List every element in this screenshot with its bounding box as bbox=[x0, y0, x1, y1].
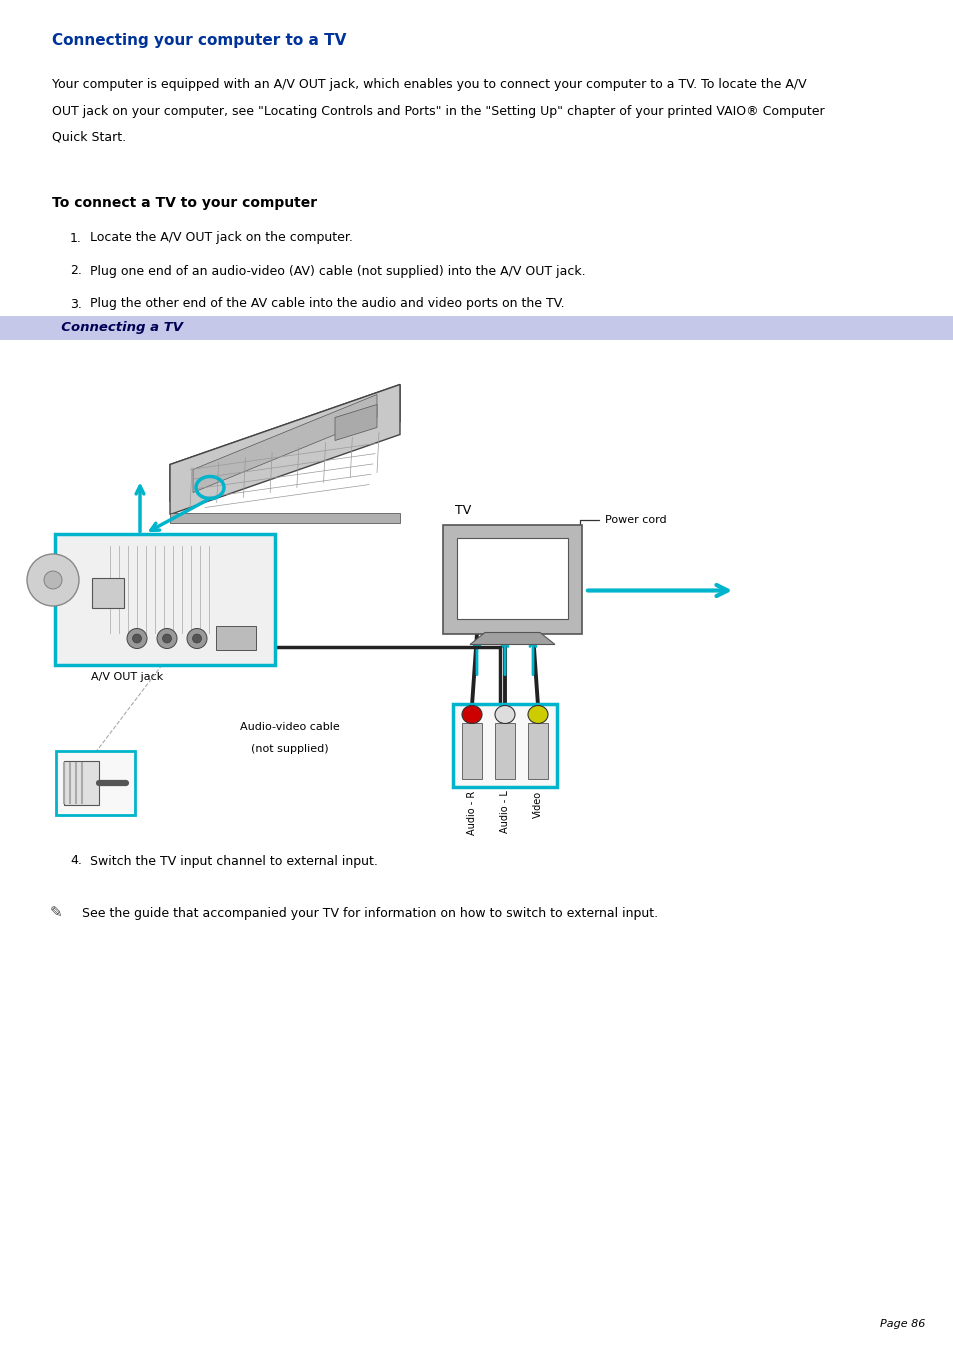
Text: Locate the A/V OUT jack on the computer.: Locate the A/V OUT jack on the computer. bbox=[90, 231, 353, 245]
Text: Switch the TV input channel to external input.: Switch the TV input channel to external … bbox=[90, 854, 377, 867]
Polygon shape bbox=[170, 385, 399, 501]
FancyBboxPatch shape bbox=[56, 751, 135, 815]
FancyBboxPatch shape bbox=[456, 538, 567, 619]
Text: Plug one end of an audio-video (AV) cable (not supplied) into the A/V OUT jack.: Plug one end of an audio-video (AV) cabl… bbox=[90, 265, 585, 277]
Text: (not supplied): (not supplied) bbox=[251, 744, 329, 754]
FancyBboxPatch shape bbox=[215, 627, 255, 650]
FancyBboxPatch shape bbox=[170, 512, 399, 523]
Text: To connect a TV to your computer: To connect a TV to your computer bbox=[52, 196, 316, 209]
Text: Page 86: Page 86 bbox=[879, 1319, 924, 1329]
Text: Plug the other end of the AV cable into the audio and video ports on the TV.: Plug the other end of the AV cable into … bbox=[90, 297, 564, 311]
Text: ✎: ✎ bbox=[50, 905, 63, 920]
Ellipse shape bbox=[44, 571, 62, 589]
Ellipse shape bbox=[157, 628, 177, 648]
Ellipse shape bbox=[461, 705, 481, 724]
Ellipse shape bbox=[527, 705, 547, 724]
Text: 3.: 3. bbox=[71, 297, 82, 311]
Text: Power cord: Power cord bbox=[579, 516, 666, 558]
Ellipse shape bbox=[27, 554, 79, 607]
Text: Audio - L: Audio - L bbox=[499, 790, 510, 834]
Ellipse shape bbox=[187, 628, 207, 648]
Text: 4.: 4. bbox=[71, 854, 82, 867]
Text: TV: TV bbox=[455, 504, 471, 517]
FancyBboxPatch shape bbox=[442, 526, 581, 635]
Ellipse shape bbox=[495, 705, 515, 724]
FancyBboxPatch shape bbox=[91, 577, 124, 608]
Ellipse shape bbox=[193, 634, 201, 643]
Text: Connecting your computer to a TV: Connecting your computer to a TV bbox=[52, 32, 346, 49]
FancyBboxPatch shape bbox=[453, 704, 557, 786]
Text: Quick Start.: Quick Start. bbox=[52, 131, 126, 145]
Bar bbox=[64, 761, 99, 804]
Ellipse shape bbox=[127, 628, 147, 648]
Ellipse shape bbox=[162, 634, 172, 643]
Text: Video: Video bbox=[533, 790, 542, 817]
Text: 1.: 1. bbox=[71, 231, 82, 245]
Polygon shape bbox=[170, 385, 399, 515]
Text: Your computer is equipped with an A/V OUT jack, which enables you to connect you: Your computer is equipped with an A/V OU… bbox=[52, 78, 806, 91]
Bar bbox=[461, 723, 481, 778]
FancyBboxPatch shape bbox=[55, 535, 274, 665]
Polygon shape bbox=[470, 632, 555, 644]
Text: OUT jack on your computer, see "Locating Controls and Ports" in the "Setting Up": OUT jack on your computer, see "Locating… bbox=[52, 104, 823, 118]
FancyBboxPatch shape bbox=[0, 316, 953, 339]
Bar bbox=[527, 723, 547, 778]
Polygon shape bbox=[193, 394, 376, 493]
Text: Audio-video cable: Audio-video cable bbox=[240, 723, 339, 732]
Text: Connecting a TV: Connecting a TV bbox=[52, 322, 183, 334]
Text: 2.: 2. bbox=[71, 265, 82, 277]
Ellipse shape bbox=[132, 634, 141, 643]
Bar bbox=[495, 723, 515, 778]
Text: A/V OUT jack: A/V OUT jack bbox=[91, 673, 163, 682]
Text: See the guide that accompanied your TV for information on how to switch to exter: See the guide that accompanied your TV f… bbox=[82, 907, 658, 920]
Polygon shape bbox=[335, 404, 376, 440]
Text: Audio - R: Audio - R bbox=[467, 790, 476, 835]
